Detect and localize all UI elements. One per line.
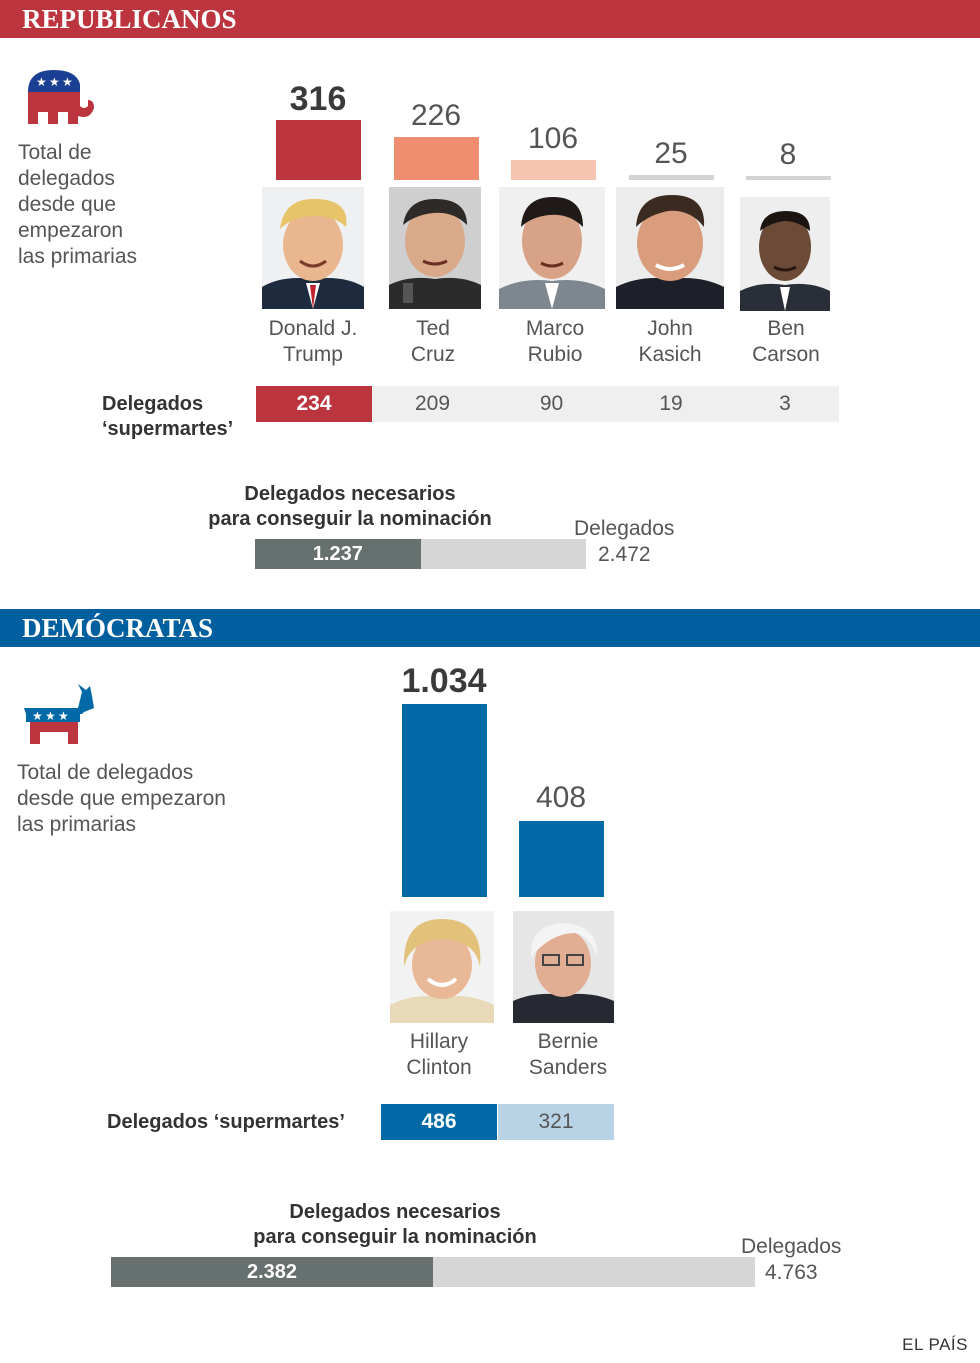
value-label: 106	[527, 121, 579, 155]
needed-label-line: Delegados necesarios	[289, 1201, 501, 1223]
republicans-needed-bar: 1.237	[255, 539, 586, 569]
portrait-rubio	[499, 187, 605, 309]
democrats-total-label: Delegados 4.763	[741, 1234, 841, 1286]
democrats-needed-fill: 2.382	[111, 1257, 434, 1287]
side-text-line: empezaron	[18, 219, 124, 242]
bar-0	[401, 704, 487, 897]
republicans-total-label: Delegados 2.472	[574, 516, 674, 568]
candidate-name-line: Cruz	[410, 343, 456, 366]
value-label: 316	[289, 80, 347, 118]
supertuesday-cell: 234	[256, 386, 372, 422]
supertuesday-label-line: ‘supermartes’	[102, 418, 234, 440]
democrats-supertuesday-label: Delegados ‘supermartes’	[107, 1111, 345, 1133]
bar-1	[518, 820, 604, 897]
side-text-line: Total de delegados	[17, 761, 194, 784]
svg-text:★: ★	[58, 709, 69, 723]
supertuesday-cell: 19	[659, 392, 683, 415]
candidate-name-line: Clinton	[406, 1056, 472, 1079]
portrait-trump	[262, 187, 364, 309]
supertuesday-cell: 3	[779, 392, 791, 415]
candidate-name: Hillary Clinton	[369, 1029, 509, 1081]
total-label-text: Delegados	[741, 1235, 842, 1258]
side-text-line: las primarias	[18, 245, 138, 268]
side-text-line: desde que empezaron	[17, 787, 226, 810]
needed-label-line: Delegados necesarios	[244, 483, 456, 505]
bar-2	[510, 159, 596, 180]
portrait-clinton	[390, 911, 494, 1023]
candidate-name: John Kasich	[600, 316, 740, 368]
value-label: 25	[654, 137, 688, 171]
bar-3	[628, 175, 714, 180]
candidate-name-line: Donald J.	[268, 317, 358, 340]
supertuesday-cell: 321	[498, 1104, 614, 1140]
svg-text:★: ★	[62, 75, 73, 89]
democrats-needed-bar: 2.382	[111, 1257, 755, 1287]
candidate-name: Ted Cruz	[363, 316, 503, 368]
svg-text:★: ★	[36, 75, 47, 89]
portrait-cruz	[389, 187, 481, 309]
total-label-value: 4.763	[765, 1261, 818, 1284]
republicans-supertuesday-label: Delegados ‘supermartes’	[102, 392, 233, 442]
republicans-header-title: REPUBLICANOS	[22, 4, 237, 34]
donkey-icon: ★ ★ ★	[24, 684, 94, 744]
candidate-name-line: John	[647, 317, 693, 340]
candidate-name-line: Kasich	[638, 343, 702, 366]
democrats-needed-label: Delegados necesarios para conseguir la n…	[225, 1200, 565, 1250]
side-text-line: desde que	[18, 193, 117, 216]
candidate-name-line: Marco	[525, 317, 585, 340]
svg-text:★: ★	[49, 75, 60, 89]
bar-4	[745, 176, 831, 180]
bar-0	[275, 120, 361, 180]
candidate-name-line: Carson	[752, 343, 820, 366]
needed-label-line: para conseguir la nominación	[253, 1226, 537, 1248]
svg-text:★: ★	[32, 709, 43, 723]
side-text-line: delegados	[18, 167, 115, 190]
elephant-icon: ★ ★ ★	[28, 70, 94, 124]
republicans-header: REPUBLICANOS	[0, 0, 980, 38]
republicans-needed-label: Delegados necesarios para conseguir la n…	[180, 482, 520, 532]
portrait-carson	[740, 197, 830, 311]
svg-text:★: ★	[45, 709, 56, 723]
candidate-name: Marco Rubio	[485, 316, 625, 368]
democrats-header-title: DEMÓCRATAS	[22, 613, 214, 643]
value-label: 408	[535, 780, 587, 814]
candidate-name-line: Hillary	[409, 1030, 469, 1053]
candidate-name: Donald J. Trump	[243, 316, 383, 368]
supertuesday-cell: 486	[381, 1104, 497, 1140]
publisher-logo: EL PAÍS	[902, 1335, 968, 1354]
candidate-name-line: Trump	[283, 343, 343, 366]
supertuesday-cell: 209	[414, 392, 451, 415]
candidate-name: Ben Carson	[716, 316, 856, 368]
candidate-name-line: Bernie	[537, 1030, 599, 1053]
candidate-name-line: Ted	[416, 317, 450, 340]
democrats-side-text: Total de delegados desde que empezaron l…	[17, 760, 226, 838]
value-label: 8	[779, 138, 797, 171]
side-text-line: Total de	[18, 141, 92, 164]
portrait-kasich	[616, 187, 724, 309]
candidate-name-line: Rubio	[527, 343, 583, 366]
supertuesday-cell: 90	[539, 392, 564, 415]
value-label: 1.034	[401, 662, 487, 700]
candidate-name-line: Sanders	[528, 1056, 608, 1079]
republicans-side-text: Total de delegados desde que empezaron l…	[18, 140, 137, 270]
total-label-value: 2.472	[598, 543, 651, 566]
side-text-line: las primarias	[17, 813, 137, 836]
supertuesday-label-line: Delegados	[102, 393, 204, 415]
needed-label-line: para conseguir la nominación	[208, 508, 492, 530]
total-label-text: Delegados	[574, 517, 675, 540]
bar-1	[393, 137, 479, 180]
candidate-name: Bernie Sanders	[498, 1029, 638, 1081]
democrats-header: DEMÓCRATAS	[0, 609, 980, 647]
portrait-sanders	[513, 911, 614, 1023]
value-label: 226	[410, 99, 462, 133]
candidate-name-line: Ben	[767, 317, 805, 340]
republicans-needed-fill: 1.237	[255, 539, 421, 569]
